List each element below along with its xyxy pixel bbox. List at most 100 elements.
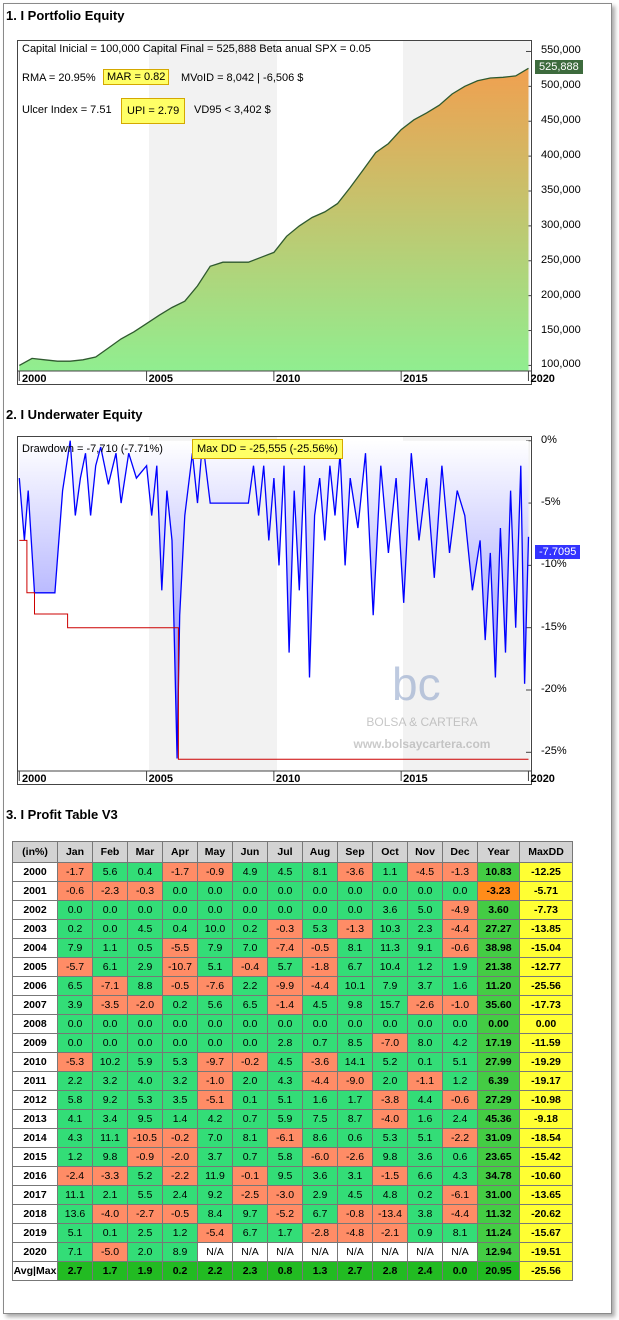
maxdd-cell: -5.71	[519, 881, 573, 901]
row-year: 2015	[12, 1147, 58, 1167]
month-return-cell: 10.0	[197, 919, 233, 939]
month-return-cell: 0.0	[162, 1014, 198, 1034]
month-return-cell: -0.2	[232, 1052, 268, 1072]
y-tick-label: -10%	[541, 558, 567, 571]
profit-table-section-title: 3. I Profit Table V3	[6, 807, 118, 822]
month-return-cell: 5.3	[162, 1052, 198, 1072]
month-return-cell: 0.0	[267, 881, 303, 901]
month-return-cell: 0.0	[197, 900, 233, 920]
month-return-cell: 0.0	[232, 1033, 268, 1053]
month-return-cell: 8.7	[337, 1109, 373, 1129]
month-return-cell: 3.9	[57, 995, 93, 1015]
table-row: 2017 11.1 2.1 5.5 2.4 9.2 -2.5 -3.0 2.9 4.5 4.8 0.2…	[12, 1185, 573, 1205]
y-tick-label: 100,000	[541, 358, 581, 371]
month-return-cell: 9.5	[127, 1109, 163, 1129]
month-return-cell: 5.5	[127, 1185, 163, 1205]
row-year: 2009	[12, 1033, 58, 1053]
column-header: Apr	[162, 841, 198, 863]
x-tick-label: 2015	[403, 373, 428, 385]
month-return-cell: -4.0	[372, 1109, 408, 1129]
month-return-cell: -5.4	[197, 1223, 233, 1243]
underwater-last-value-flag: -7.7095	[535, 545, 581, 559]
month-return-cell: -7.0	[372, 1033, 408, 1053]
row-year: 2012	[12, 1090, 58, 1110]
y-tick-label: 500,000	[541, 79, 581, 92]
month-return-cell: 14.1	[337, 1052, 373, 1072]
month-return-cell: 10.4	[372, 957, 408, 977]
avg-month-cell: 2.7	[337, 1261, 373, 1281]
month-return-cell: 10.2	[92, 1052, 128, 1072]
month-return-cell: -3.6	[337, 862, 373, 882]
row-year: 2010	[12, 1052, 58, 1072]
year-total-cell: 38.98	[477, 938, 520, 958]
row-year: 2018	[12, 1204, 58, 1224]
column-header: Nov	[407, 841, 443, 863]
month-return-cell: 1.7	[337, 1090, 373, 1110]
y-tick-label: 300,000	[541, 218, 581, 231]
month-return-cell: -5.1	[197, 1090, 233, 1110]
column-header: May	[197, 841, 233, 863]
x-tick-label: 2010	[275, 773, 301, 785]
column-header: Oct	[372, 841, 408, 863]
max-drawdown-line	[19, 539, 529, 760]
month-return-cell: 8.4	[197, 1204, 233, 1224]
month-return-cell: 0.0	[372, 1014, 408, 1034]
month-return-cell: 11.1	[57, 1185, 93, 1205]
month-return-cell: -1.0	[442, 995, 478, 1015]
month-return-cell: 3.1	[337, 1166, 373, 1186]
month-return-cell: 5.1	[57, 1223, 93, 1243]
month-return-cell: -7.1	[92, 976, 128, 996]
month-return-cell: 0.0	[162, 881, 198, 901]
month-return-cell: 5.9	[267, 1109, 303, 1129]
month-return-cell: 0.1	[92, 1223, 128, 1243]
month-return-cell: 7.5	[302, 1109, 338, 1129]
y-tick-label: 250,000	[541, 253, 581, 266]
equity-rma: RMA = 20.95%	[22, 72, 96, 84]
month-return-cell: 0.0	[337, 1014, 373, 1034]
year-total-cell: 11.24	[477, 1223, 520, 1243]
month-return-cell: -2.6	[407, 995, 443, 1015]
month-return-cell: -5.0	[92, 1242, 128, 1262]
month-return-cell: -2.7	[127, 1204, 163, 1224]
month-return-cell: 3.7	[407, 976, 443, 996]
month-return-cell: 5.3	[302, 919, 338, 939]
row-year: 2000	[12, 862, 58, 882]
avg-year-cell: 20.95	[477, 1261, 520, 1281]
month-return-cell: 0.5	[127, 938, 163, 958]
month-return-cell: -1.4	[267, 995, 303, 1015]
row-year: 2019	[12, 1223, 58, 1243]
year-total-cell: 12.94	[477, 1242, 520, 1262]
avg-month-cell: 2.4	[407, 1261, 443, 1281]
table-row: 2004 7.9 1.1 0.5 -5.5 7.9 7.0 -7.4 -0.5 8.1 11.3 9.…	[12, 938, 573, 958]
avg-month-cell: 1.3	[302, 1261, 338, 1281]
year-total-cell: 31.00	[477, 1185, 520, 1205]
column-header: (in%)	[12, 841, 58, 863]
row-year: 2020	[12, 1242, 58, 1262]
row-year: 2008	[12, 1014, 58, 1034]
month-return-cell: -2.1	[372, 1223, 408, 1243]
x-tick-label: 2000	[22, 773, 47, 785]
month-return-cell: 1.6	[442, 976, 478, 996]
avg-month-cell: 1.9	[127, 1261, 163, 1281]
month-return-cell: N/A	[372, 1242, 408, 1262]
year-total-cell: 45.36	[477, 1109, 520, 1129]
month-return-cell: 6.7	[337, 957, 373, 977]
month-return-cell: 10.3	[372, 919, 408, 939]
month-return-cell: 2.3	[407, 919, 443, 939]
month-return-cell: 6.6	[407, 1166, 443, 1186]
month-return-cell: -4.5	[407, 862, 443, 882]
month-return-cell: 2.4	[442, 1109, 478, 1129]
underwater-maxdd-badge: Max DD = -25,555 (-25.56%)	[192, 439, 343, 459]
month-return-cell: 0.4	[127, 862, 163, 882]
month-return-cell: 8.9	[162, 1242, 198, 1262]
equity-ulcer: Ulcer Index = 7.51	[22, 104, 112, 116]
month-return-cell: 5.1	[267, 1090, 303, 1110]
month-return-cell: 6.7	[232, 1223, 268, 1243]
month-return-cell: 0.0	[92, 919, 128, 939]
column-header: Mar	[127, 841, 163, 863]
avg-month-cell: 2.3	[232, 1261, 268, 1281]
month-return-cell: 2.5	[127, 1223, 163, 1243]
month-return-cell: 2.0	[232, 1071, 268, 1091]
maxdd-cell: -7.73	[519, 900, 573, 920]
month-return-cell: 0.0	[372, 881, 408, 901]
